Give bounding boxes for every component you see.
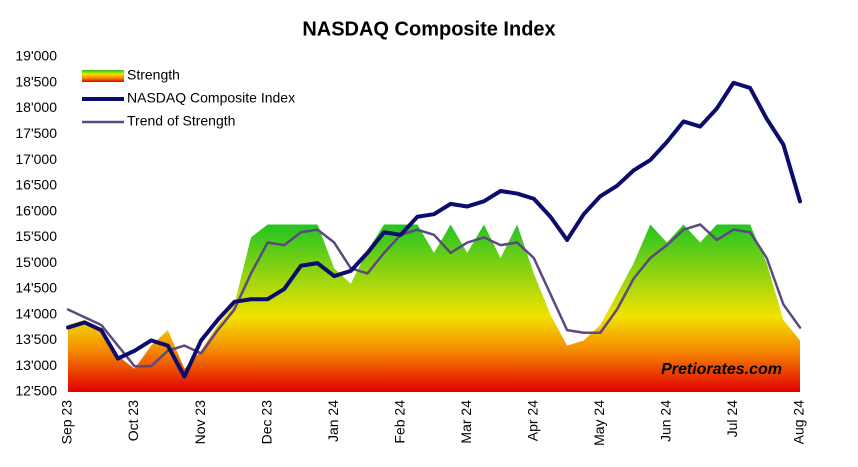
strength-area — [68, 224, 800, 392]
x-tick-label: Aug 24 — [791, 400, 807, 445]
y-tick-label: 13'500 — [15, 331, 57, 347]
chart-title: NASDAQ Composite Index — [302, 18, 555, 40]
x-tick-label: Jun 24 — [658, 400, 674, 442]
legend-label: NASDAQ Composite Index — [127, 90, 295, 106]
x-tick-label: Jan 24 — [325, 400, 341, 442]
legend-label: Strength — [127, 67, 180, 83]
y-tick-label: 18'500 — [15, 73, 57, 89]
y-tick-label: 19'000 — [15, 48, 57, 64]
series-line — [66, 80, 802, 379]
y-tick-label: 16'500 — [15, 177, 57, 193]
y-tick-label: 18'000 — [15, 99, 57, 115]
x-tick-label: Nov 23 — [192, 400, 208, 445]
y-tick-label: 12'500 — [15, 383, 57, 399]
y-tick-label: 14'000 — [15, 305, 57, 321]
y-tick-label: 17'000 — [15, 151, 57, 167]
legend-swatch — [82, 70, 124, 82]
y-tick-label: 14'500 — [15, 280, 57, 296]
y-tick-label: 15'500 — [15, 228, 57, 244]
x-tick-label: Jul 24 — [724, 400, 740, 438]
y-tick-label: 13'000 — [15, 357, 57, 373]
x-tick-label: Oct 23 — [125, 400, 141, 441]
x-tick-label: Dec 23 — [258, 400, 274, 445]
x-tick-label: May 24 — [591, 400, 607, 446]
annotation: Pretiorates.com — [661, 361, 782, 378]
series-line — [66, 223, 802, 368]
y-tick-label: 15'000 — [15, 254, 57, 270]
x-tick-label: Feb 24 — [391, 400, 407, 444]
x-tick-label: Mar 24 — [458, 400, 474, 444]
x-tick-label: Apr 24 — [525, 400, 541, 441]
legend-label: Trend of Strength — [127, 113, 235, 129]
x-tick-label: Sep 23 — [59, 400, 75, 445]
y-tick-label: 17'500 — [15, 125, 57, 141]
y-tick-label: 16'000 — [15, 202, 57, 218]
